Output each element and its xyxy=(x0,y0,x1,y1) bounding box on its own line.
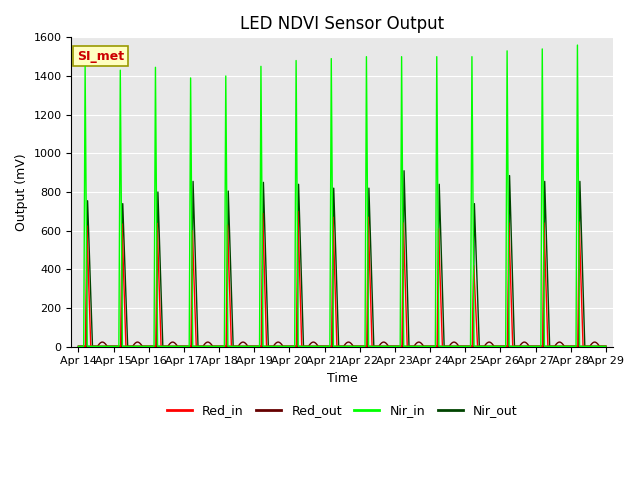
Nir_out xyxy=(75,344,83,349)
Red_in xyxy=(118,221,126,227)
Red_out xyxy=(521,339,529,345)
Red_in xyxy=(504,344,511,349)
Legend: Red_in, Red_out, Nir_in, Nir_out: Red_in, Red_out, Nir_in, Nir_out xyxy=(162,399,522,422)
Nir_in xyxy=(573,42,581,48)
Line: Red_out: Red_out xyxy=(79,342,606,347)
Nir_out xyxy=(119,201,127,206)
Nir_out xyxy=(504,344,512,349)
Red_out xyxy=(520,339,528,345)
Nir_in xyxy=(116,67,124,73)
Nir_out xyxy=(400,168,408,174)
Nir_in xyxy=(426,344,434,349)
Nir_out xyxy=(434,344,442,349)
Nir_in xyxy=(602,344,610,349)
Nir_out xyxy=(258,344,266,349)
Red_in xyxy=(433,344,441,349)
Red_in xyxy=(602,344,610,349)
Red_in xyxy=(426,344,433,349)
Red_out xyxy=(75,344,83,349)
Nir_in xyxy=(400,344,408,349)
Nir_in xyxy=(75,344,83,349)
Red_out xyxy=(602,344,610,349)
Title: LED NDVI Sensor Output: LED NDVI Sensor Output xyxy=(240,15,444,33)
Red_in xyxy=(356,344,364,349)
Red_in xyxy=(257,344,265,349)
Nir_out xyxy=(426,344,433,349)
Nir_in xyxy=(256,344,264,349)
Line: Nir_in: Nir_in xyxy=(79,45,606,347)
X-axis label: Time: Time xyxy=(327,372,358,385)
Red_out xyxy=(99,339,106,345)
Line: Red_in: Red_in xyxy=(79,211,606,347)
Red_out xyxy=(171,340,179,346)
Y-axis label: Output (mV): Output (mV) xyxy=(15,153,28,231)
Red_in xyxy=(75,344,83,349)
Nir_in xyxy=(497,344,504,349)
Red_out xyxy=(487,340,495,346)
Nir_out xyxy=(355,344,363,349)
Red_out xyxy=(557,340,565,346)
Red_in xyxy=(294,208,301,214)
Red_out xyxy=(237,340,245,346)
Line: Nir_out: Nir_out xyxy=(79,171,606,347)
Text: SI_met: SI_met xyxy=(77,50,124,63)
Nir_out xyxy=(602,344,610,349)
Nir_in xyxy=(355,344,363,349)
